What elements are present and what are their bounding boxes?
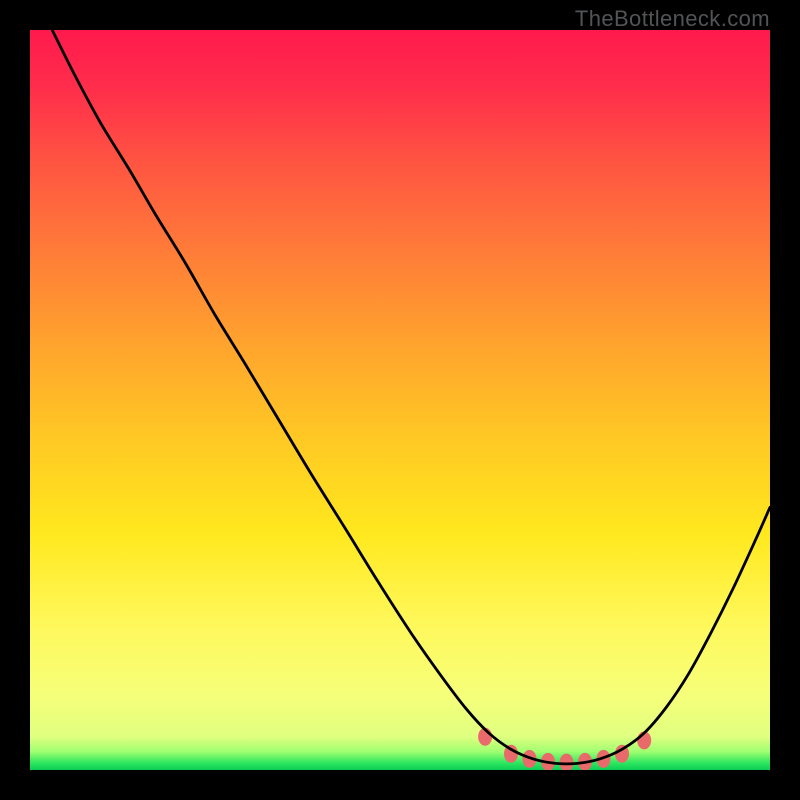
- chart-frame: TheBottleneck.com: [0, 0, 800, 800]
- plot-area: [30, 30, 770, 770]
- curve-layer: [30, 30, 770, 770]
- curve-marker: [560, 754, 574, 770]
- watermark-text: TheBottleneck.com: [575, 6, 770, 32]
- curve-line: [52, 30, 770, 764]
